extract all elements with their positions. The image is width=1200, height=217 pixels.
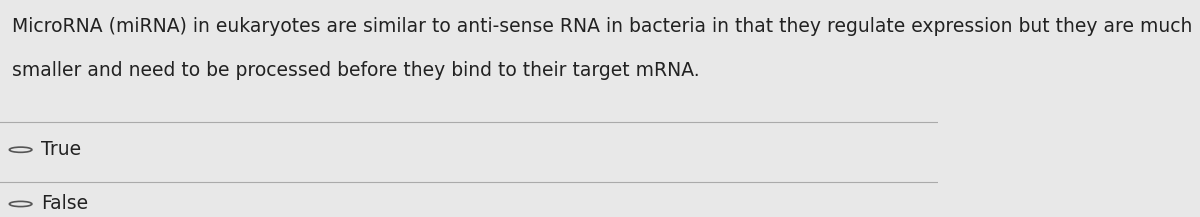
Text: smaller and need to be processed before they bind to their target mRNA.: smaller and need to be processed before … [12,61,700,80]
Text: False: False [41,194,89,214]
Text: True: True [41,140,82,159]
Text: MicroRNA (miRNA) in eukaryotes are similar to anti-sense RNA in bacteria in that: MicroRNA (miRNA) in eukaryotes are simil… [12,17,1193,36]
